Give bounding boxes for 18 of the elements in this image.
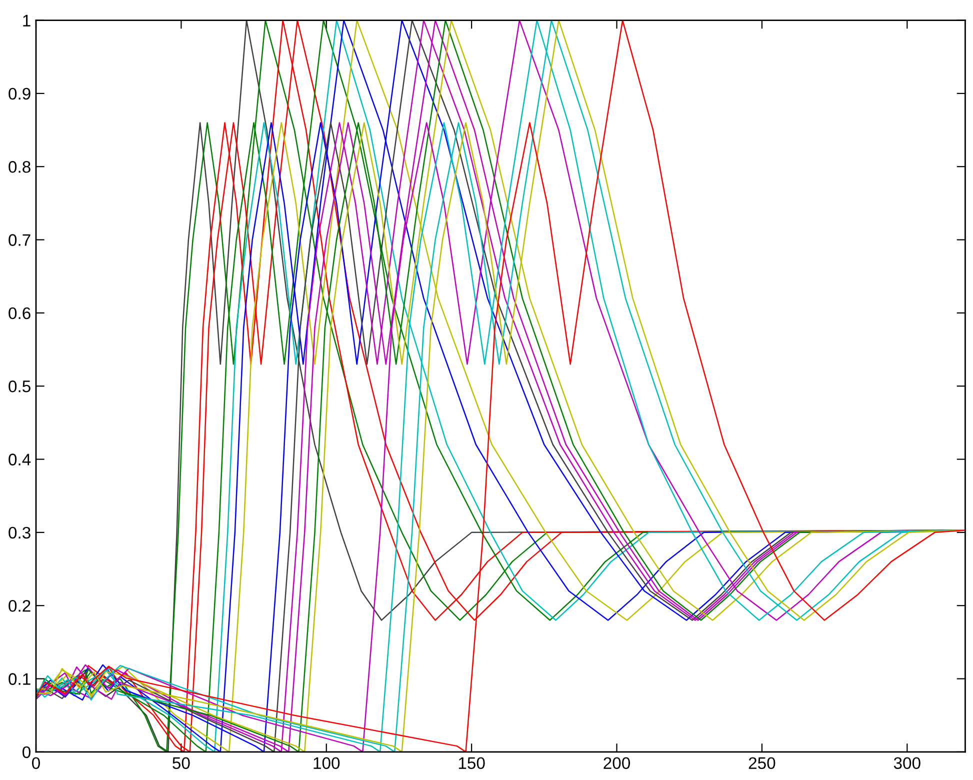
y-tick-label: 0.2 <box>8 600 30 612</box>
x-tick-label: 250 <box>748 757 776 770</box>
x-tick-label: 50 <box>172 757 190 770</box>
y-tick-label: 0.5 <box>8 380 30 392</box>
x-tick-label: 200 <box>604 757 630 770</box>
y-tick-label: 0.4 <box>8 454 31 466</box>
y-tick-label: 0.1 <box>8 673 30 685</box>
x-tick-label: 0 <box>32 757 40 770</box>
x-tick-label: 100 <box>314 757 340 770</box>
x-tick-label: 150 <box>458 757 485 770</box>
x-tick-label: 300 <box>894 757 920 770</box>
y-tick-label: 0.7 <box>8 234 30 246</box>
y-tick-label: 0.9 <box>8 88 30 100</box>
y-tick-label: 0 <box>22 746 30 758</box>
y-tick-label: 0.3 <box>8 526 30 539</box>
y-tick-label: 1 <box>23 14 30 26</box>
y-tick-label: 0.6 <box>8 307 30 320</box>
y-tick-label: 0.8 <box>8 161 30 173</box>
